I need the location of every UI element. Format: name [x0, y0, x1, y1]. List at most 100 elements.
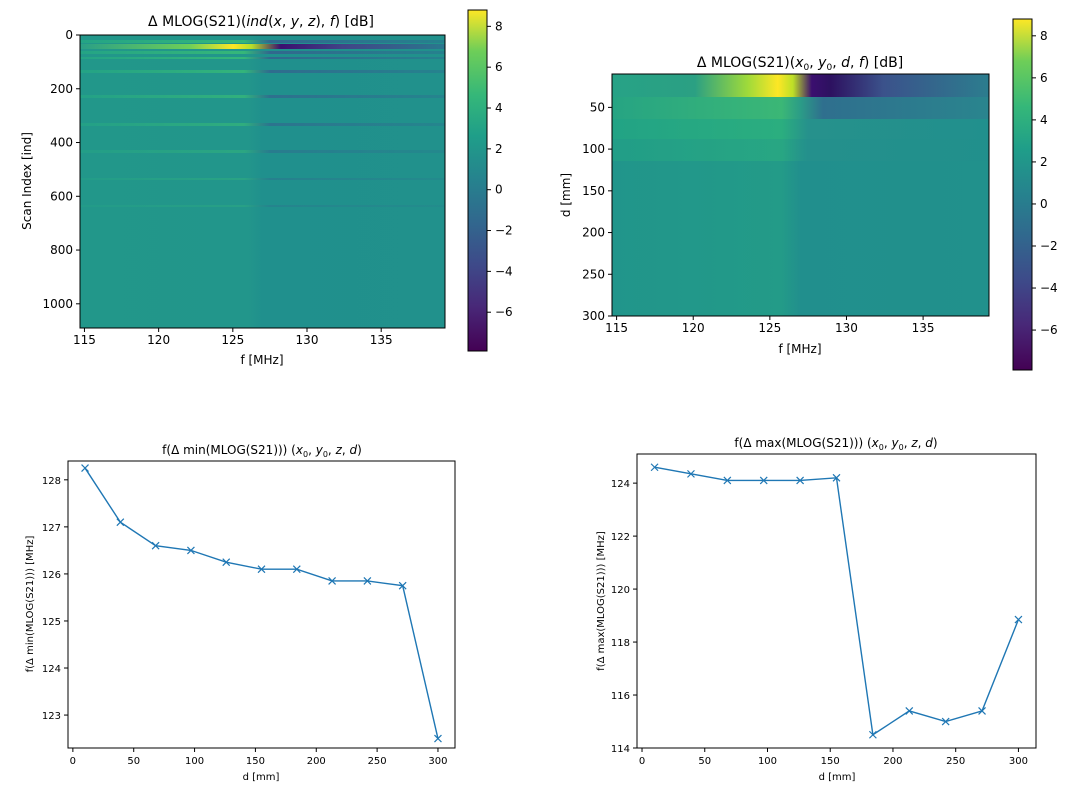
- colorbar1-ticks: 8 6 4 2 0 −2 −4 −6: [487, 19, 513, 319]
- x-tick-label: 100: [758, 756, 777, 767]
- colorbar2-frame: [1012, 18, 1033, 371]
- y-tick-label: 600: [50, 189, 73, 203]
- x-tick-label: 250: [946, 756, 965, 767]
- data-point-marker: [363, 577, 372, 585]
- colorbar-2: 8 6 4 2 0 −2 −4 −6: [1012, 18, 1058, 371]
- data-point-marker: [832, 473, 841, 482]
- x-tick-label: 50: [127, 756, 140, 767]
- line2-title: f(Δ max(MLOG(S21))) (x0, y0, z, d): [734, 436, 937, 452]
- colorbar-tick-label: −6: [495, 305, 513, 319]
- x-tick-label: 115: [73, 333, 96, 347]
- y-tick-label: 116: [611, 691, 630, 702]
- data-point-marker: [328, 577, 337, 585]
- colorbar-tick-label: −2: [1040, 239, 1058, 253]
- heatmap1-x-axis: 115 120 125 130 135: [73, 328, 393, 347]
- data-point-marker: [868, 730, 877, 739]
- data-point-marker: [759, 476, 768, 485]
- y-tick-label: 400: [50, 136, 73, 150]
- y-tick-label: 120: [611, 585, 630, 596]
- y-tick-label: 200: [50, 82, 73, 96]
- line2-y-label: f(Δ max(MLOG(S21))) [MHz]: [596, 531, 607, 671]
- x-tick-label: 150: [246, 756, 265, 767]
- line1-y-label: f(Δ min(MLOG(S21))) [MHz]: [25, 536, 36, 673]
- line2-x-label: d [mm]: [819, 772, 856, 783]
- y-tick-label: 125: [42, 617, 61, 628]
- x-tick-label: 120: [682, 321, 705, 335]
- y-tick-label: 800: [50, 243, 73, 257]
- heatmap1-y-label: Scan Index [ind]: [20, 132, 34, 230]
- line1-title: f(Δ min(MLOG(S21))) (x0, y0, z, d): [162, 443, 362, 459]
- data-point-marker: [1014, 615, 1023, 624]
- x-tick-label: 130: [835, 321, 858, 335]
- colorbar-tick-label: −6: [1040, 323, 1058, 337]
- x-tick-label: 0: [639, 756, 645, 767]
- colorbar-tick-label: 8: [495, 19, 503, 33]
- line-chart-min: f(Δ min(MLOG(S21))) (x0, y0, z, d) 0 50 10…: [25, 443, 456, 783]
- data-point-marker: [292, 565, 301, 574]
- colorbar1-frame: [467, 9, 488, 352]
- series-line: [654, 466, 1020, 736]
- heatmap-depth: Δ MLOG(S21)(x0, y0, d, f) [dB] 115 120 125…: [559, 55, 990, 356]
- y-tick-label: 200: [582, 226, 605, 240]
- heatmap-scan-index: Δ MLOG(S21)(ind(x, y, z), f) [dB] 115 120…: [20, 14, 446, 367]
- data-point-marker: [398, 581, 407, 590]
- data-point-marker: [434, 734, 442, 743]
- heatmap1-background: [80, 35, 445, 328]
- x-tick-label: 130: [296, 333, 319, 347]
- line2-frame: [636, 453, 1037, 749]
- colorbar1-gradient: [468, 10, 487, 351]
- x-tick-label: 125: [758, 321, 781, 335]
- colorbar-tick-label: 6: [495, 60, 503, 74]
- data-point-marker: [687, 469, 695, 478]
- y-tick-label: 1000: [42, 297, 73, 311]
- colorbar-tick-label: 4: [495, 101, 503, 115]
- colorbar-tick-label: −4: [495, 264, 513, 278]
- y-tick-label: 114: [611, 744, 630, 755]
- y-tick-label: 50: [590, 100, 605, 114]
- x-tick-label: 250: [368, 756, 387, 767]
- data-point-marker: [81, 464, 89, 472]
- x-tick-label: 150: [821, 756, 840, 767]
- y-tick-label: 300: [582, 309, 605, 323]
- line-chart-max: f(Δ max(MLOG(S21))) (x0, y0, z, d) 0 50 10…: [596, 436, 1037, 783]
- line1-x-label: d [mm]: [243, 772, 280, 783]
- x-tick-label: 200: [883, 756, 902, 767]
- x-tick-label: 300: [428, 756, 447, 767]
- y-tick-label: 127: [42, 523, 61, 534]
- data-point-marker: [151, 541, 160, 550]
- x-tick-label: 125: [221, 333, 244, 347]
- colorbar-tick-label: 0: [1040, 197, 1048, 211]
- heatmap2-y-label: d [mm]: [559, 173, 573, 217]
- colorbar-tick-label: −4: [1040, 281, 1058, 295]
- heatmap1-frame: [79, 34, 446, 329]
- heatmap2-x-axis: 115 120 125 130 135: [605, 316, 935, 335]
- data-point-marker: [941, 717, 950, 726]
- data-point-marker: [796, 476, 805, 485]
- colorbar-tick-label: 4: [1040, 113, 1048, 127]
- series-line: [84, 467, 439, 739]
- colorbar-tick-label: 2: [495, 142, 503, 156]
- heatmap1-bands: [80, 40, 445, 207]
- x-tick-label: 50: [698, 756, 711, 767]
- data-point-marker: [116, 518, 125, 527]
- line2-series: [650, 463, 1023, 739]
- y-tick-label: 123: [42, 711, 61, 722]
- x-tick-label: 135: [370, 333, 393, 347]
- x-tick-label: 200: [307, 756, 326, 767]
- data-point-marker: [723, 476, 732, 485]
- x-tick-label: 120: [147, 333, 170, 347]
- heatmap2-frame: [611, 73, 990, 317]
- y-tick-label: 126: [42, 570, 61, 581]
- line2-y-axis: 114 116 118 120 122 124: [611, 479, 637, 755]
- y-tick-label: 124: [42, 664, 61, 675]
- y-tick-label: 124: [611, 479, 630, 490]
- data-point-marker: [186, 546, 195, 555]
- colorbar2-ticks: 8 6 4 2 0 −2 −4 −6: [1032, 29, 1058, 337]
- x-tick-label: 300: [1009, 756, 1028, 767]
- y-tick-label: 128: [42, 476, 61, 487]
- heatmap2-y-axis: 50 100 150 200 250 300: [582, 100, 612, 323]
- y-tick-label: 150: [582, 184, 605, 198]
- y-tick-label: 122: [611, 532, 630, 543]
- x-tick-label: 0: [70, 756, 76, 767]
